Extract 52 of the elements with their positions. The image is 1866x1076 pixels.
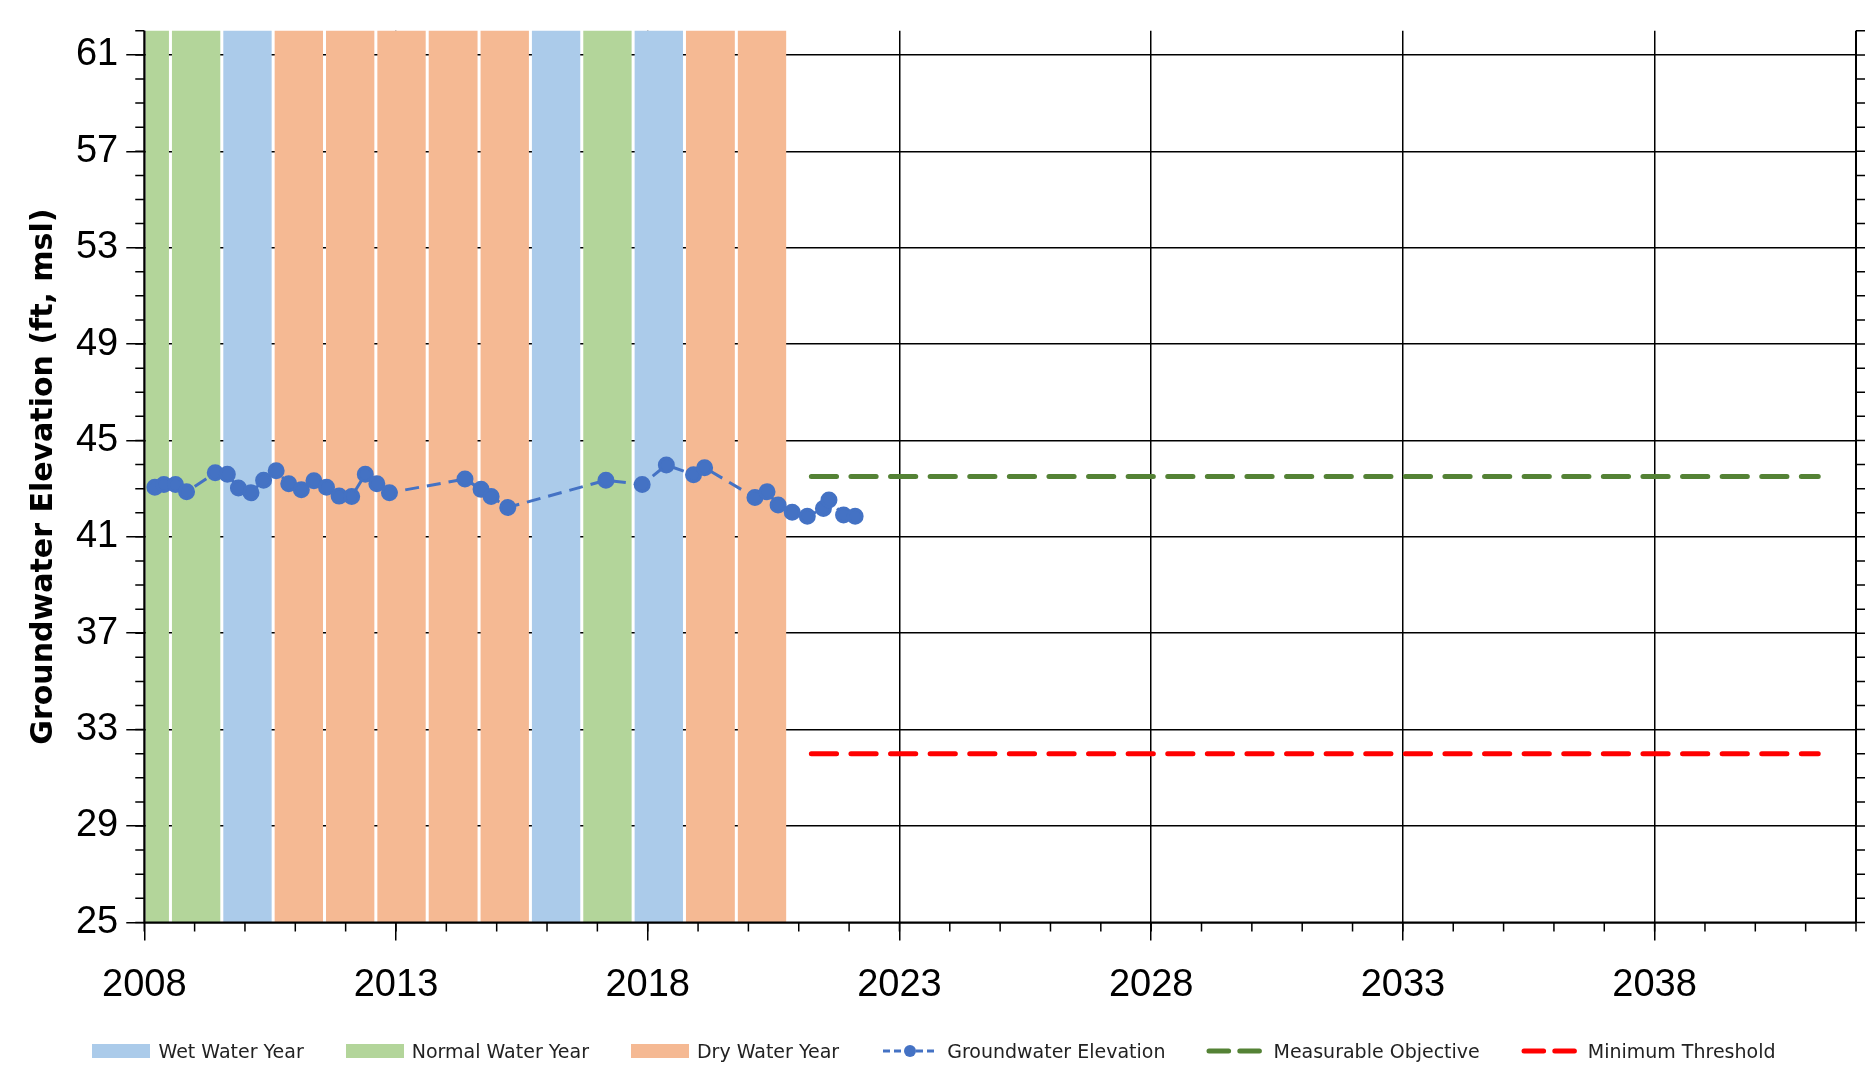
point bbox=[746, 489, 764, 507]
y-tick-label: 53 bbox=[75, 224, 119, 267]
point bbox=[267, 462, 285, 480]
x-tick-label: 2008 bbox=[101, 961, 187, 1004]
point bbox=[380, 484, 398, 502]
point bbox=[292, 481, 310, 499]
point bbox=[255, 471, 273, 489]
point bbox=[633, 476, 651, 494]
point bbox=[356, 465, 374, 483]
point bbox=[343, 488, 361, 506]
x-tick-label: 2028 bbox=[1108, 961, 1194, 1004]
legend-label: Wet Water Year bbox=[158, 1040, 304, 1062]
y-tick-label: 49 bbox=[75, 320, 119, 363]
point bbox=[758, 483, 776, 501]
legend-label: Groundwater Elevation bbox=[947, 1040, 1166, 1062]
point bbox=[846, 507, 864, 525]
y-tick-label: 37 bbox=[75, 609, 119, 652]
point bbox=[696, 459, 714, 477]
y-axis-title: Groundwater Elevation (ft, msl) bbox=[23, 208, 59, 745]
y-tick-label: 41 bbox=[75, 513, 119, 556]
legend-label: Normal Water Year bbox=[411, 1040, 589, 1062]
legend-label: Dry Water Year bbox=[696, 1040, 840, 1062]
point bbox=[368, 475, 386, 493]
point bbox=[482, 488, 500, 506]
y-tick-label: 57 bbox=[75, 127, 119, 170]
x-tick-label: 2033 bbox=[1360, 961, 1446, 1004]
legend-label: Measurable Objective bbox=[1273, 1040, 1480, 1062]
y-tick-label: 61 bbox=[75, 31, 119, 74]
y-tick-label: 25 bbox=[75, 898, 119, 941]
x-tick-label: 2013 bbox=[353, 961, 439, 1004]
point bbox=[456, 470, 474, 488]
point bbox=[798, 507, 816, 525]
point bbox=[229, 479, 247, 497]
point bbox=[318, 478, 336, 496]
point bbox=[597, 471, 615, 489]
x-tick-label: 2038 bbox=[1612, 961, 1697, 1004]
point bbox=[769, 496, 787, 514]
x-tick-label: 2023 bbox=[857, 961, 942, 1004]
point bbox=[657, 456, 675, 474]
point bbox=[178, 483, 196, 501]
y-tick-label: 33 bbox=[75, 706, 119, 749]
point bbox=[783, 503, 801, 521]
y-tick-label: 29 bbox=[75, 802, 119, 845]
point bbox=[820, 491, 838, 509]
point bbox=[218, 465, 236, 483]
point bbox=[499, 498, 517, 516]
point bbox=[242, 484, 260, 502]
point bbox=[305, 472, 323, 490]
x-tick-label: 2018 bbox=[605, 961, 690, 1004]
y-tick-label: 45 bbox=[75, 416, 119, 459]
point bbox=[280, 475, 298, 493]
legend-label: Minimum Threshold bbox=[1587, 1040, 1776, 1062]
